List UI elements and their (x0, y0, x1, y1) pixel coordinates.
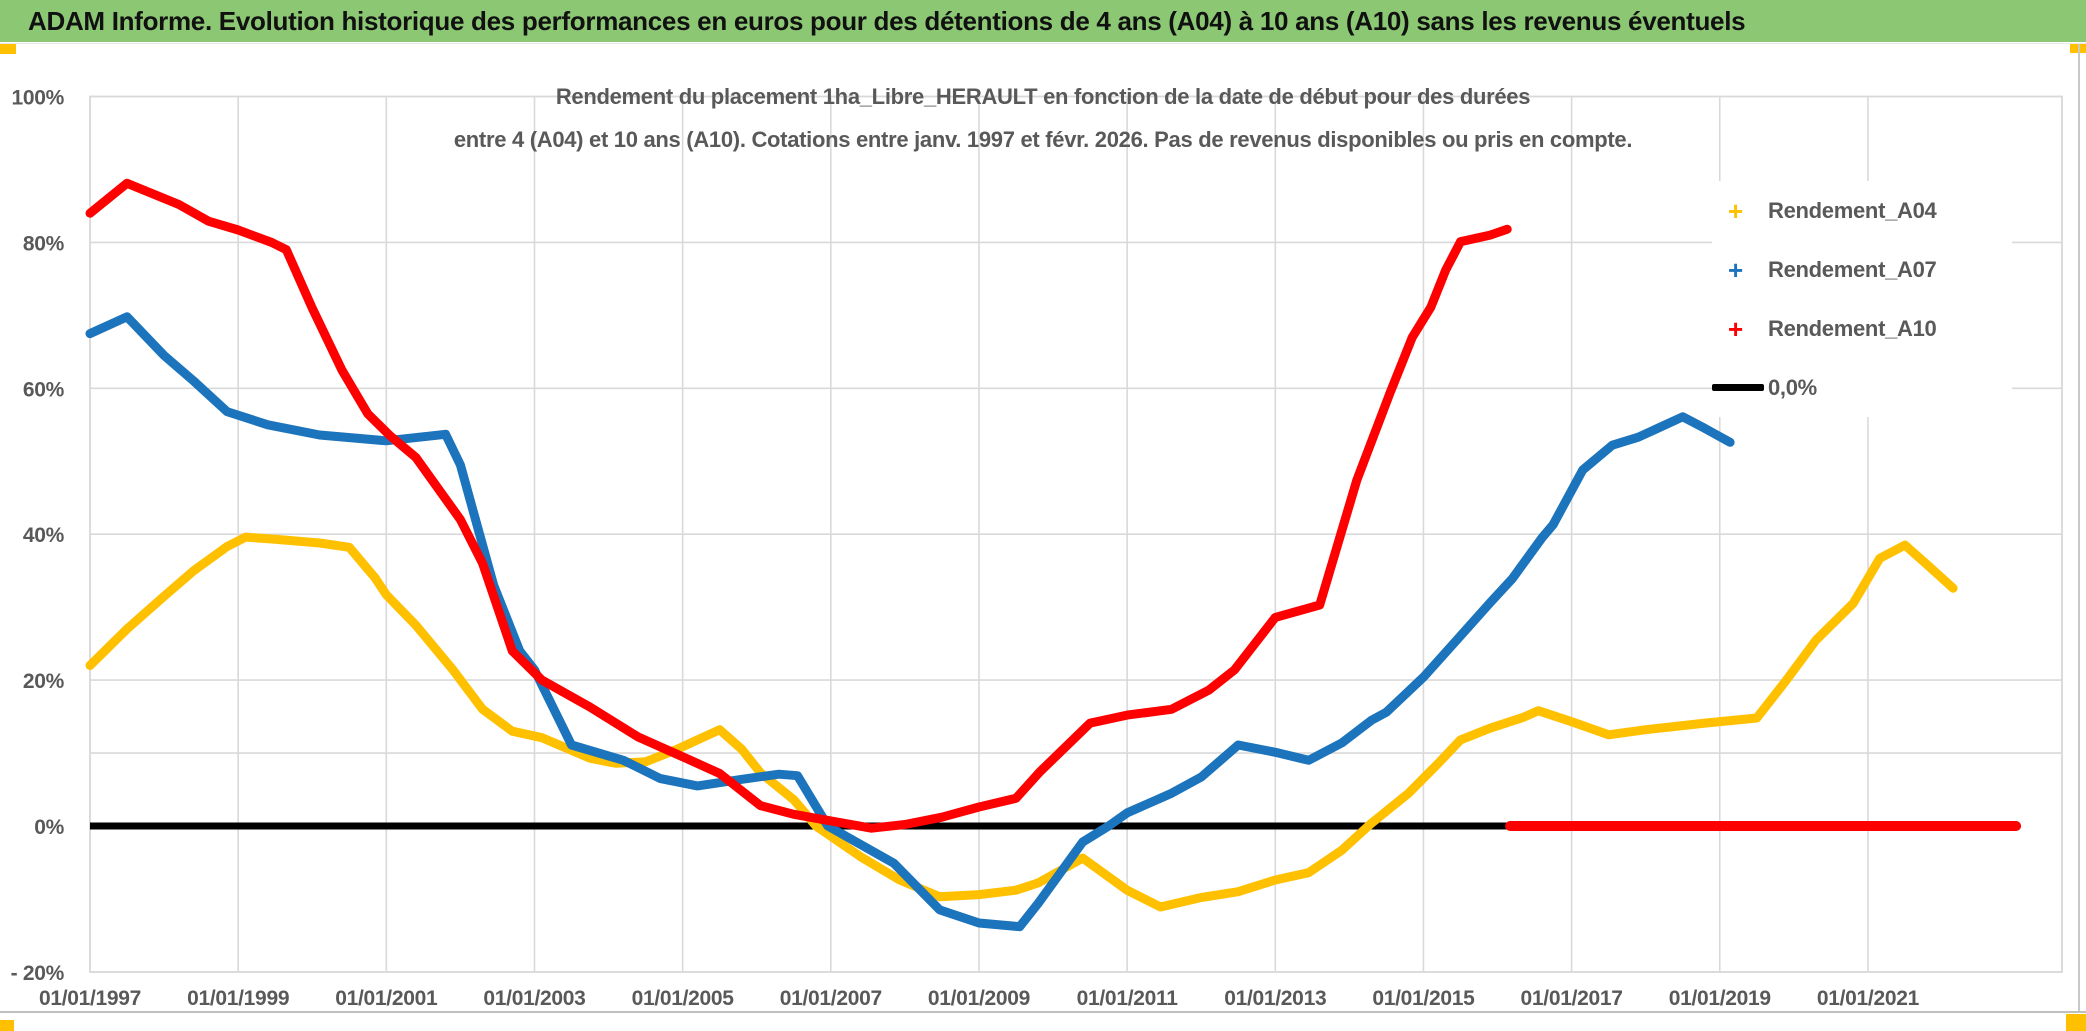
gold-accent-top-left (0, 44, 16, 54)
legend-item-rendement-a04[interactable]: + Rendement_A04 (1712, 181, 2012, 240)
x-axis-label: 01/01/2019 (1669, 987, 1771, 1010)
header-bar: ADAM Informe. Evolution historique des p… (0, 0, 2086, 42)
x-axis-label: 01/01/2001 (335, 987, 438, 1010)
y-axis-label: 20% (23, 670, 65, 693)
legend-item-rendement-a10[interactable]: + Rendement_A10 (1712, 299, 2012, 358)
y-axis-label: 0% (34, 816, 64, 839)
sheet-right-border (2078, 44, 2080, 1011)
gold-accent-bottom-left (0, 1020, 14, 1031)
y-axis-label: - 20% (11, 962, 65, 985)
plus-marker-icon: + (1728, 313, 1744, 344)
legend-label: Rendement_A10 (1768, 315, 1937, 341)
x-axis-label: 01/01/2003 (483, 987, 585, 1010)
plus-marker-icon: + (1728, 195, 1744, 226)
zero-line-marker (1712, 384, 1764, 391)
x-axis-label: 01/01/2021 (1817, 987, 1920, 1010)
x-axis-label: 01/01/2015 (1372, 987, 1475, 1010)
plus-marker-icon: + (1728, 254, 1744, 285)
y-axis-label: 80% (23, 232, 65, 255)
legend-item-zero-line[interactable]: 0,0% (1712, 358, 2012, 417)
x-axis-label: 01/01/2007 (780, 987, 882, 1010)
x-axis-label: 01/01/1999 (187, 987, 289, 1010)
x-axis-label: 01/01/2017 (1521, 987, 1623, 1010)
y-axis-label: 40% (23, 524, 65, 547)
x-axis-label: 01/01/2013 (1224, 987, 1326, 1010)
x-axis-label: 01/01/1997 (39, 987, 141, 1010)
legend-label: 0,0% (1768, 374, 1817, 400)
sheet-bottom-border (0, 1011, 2086, 1013)
y-axis-label: 100% (11, 87, 64, 110)
x-axis-label: 01/01/2005 (632, 987, 735, 1010)
legend-label: Rendement_A07 (1768, 256, 1937, 282)
legend-label: Rendement_A04 (1768, 197, 1937, 223)
series-rendement_a04 (85, 532, 1958, 912)
x-axis-label: 01/01/2009 (928, 987, 1030, 1010)
y-axis-label: 60% (23, 378, 65, 401)
legend: + Rendement_A04 + Rendement_A07 + Rendem… (1712, 181, 2012, 417)
header-title: ADAM Informe. Evolution historique des p… (28, 5, 1746, 36)
gold-accent-bottom-right (2066, 1014, 2086, 1031)
series-rendement_a10 (85, 178, 1512, 833)
series-rendement_a07 (85, 312, 1735, 932)
x-axis-label: 01/01/2011 (1077, 987, 1179, 1010)
legend-item-rendement-a07[interactable]: + Rendement_A07 (1712, 240, 2012, 299)
